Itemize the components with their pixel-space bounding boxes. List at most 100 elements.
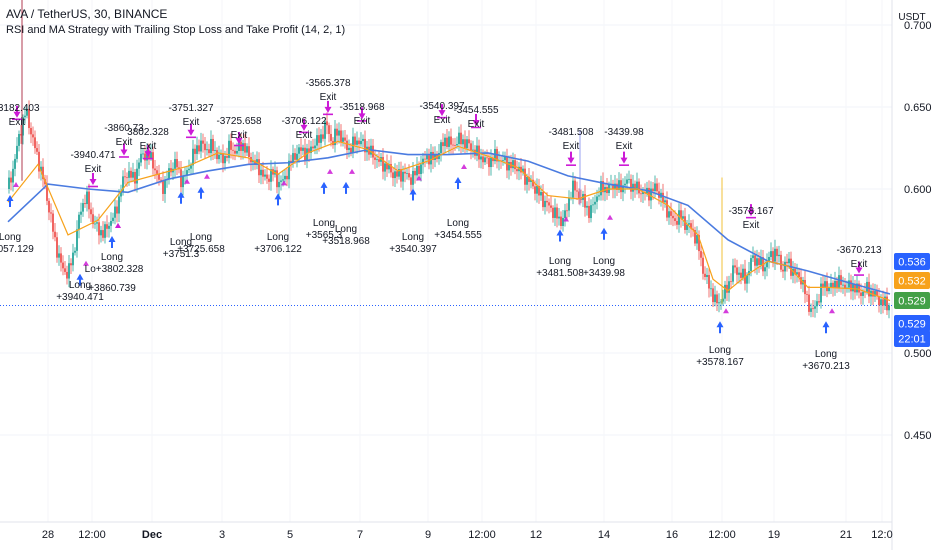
- candle-body: [404, 171, 406, 174]
- candle-body: [822, 283, 824, 288]
- candle-body: [200, 140, 202, 152]
- candle-body: [888, 305, 890, 311]
- candle-body: [800, 277, 802, 285]
- candle-body: [720, 301, 722, 303]
- exit-arrow-icon[interactable]: [144, 145, 152, 158]
- exit-arrow-icon[interactable]: [89, 173, 97, 185]
- candle-body: [358, 140, 360, 145]
- exit-signal-value: -3860.73: [104, 123, 144, 134]
- long-arrow-icon[interactable]: [76, 273, 84, 286]
- candle-body: [348, 147, 350, 150]
- candle-body: [208, 149, 210, 154]
- candle-body: [830, 282, 832, 288]
- candle-body: [244, 143, 246, 153]
- candle-body: [766, 261, 768, 268]
- time-axis[interactable]: 28 12:00 Dec 3 5 7 9 12:00 12 14 16 12:00 19 21 12:0: [42, 529, 893, 541]
- long-arrow-icon[interactable]: [716, 321, 724, 334]
- candle-body: [58, 253, 60, 258]
- long-arrow-icon[interactable]: [556, 229, 564, 242]
- candle-body: [602, 181, 604, 193]
- entry-marker: [723, 308, 729, 314]
- long-arrow-icon[interactable]: [600, 227, 608, 240]
- candle-body: [314, 145, 316, 149]
- exit-arrow-icon[interactable]: [324, 100, 332, 113]
- candle-body: [884, 296, 886, 306]
- exit-arrow-icon[interactable]: [855, 261, 863, 274]
- long-signal-label: Long: [101, 252, 123, 263]
- exit-signal-label: Exit: [563, 141, 580, 152]
- strategy-title[interactable]: RSI and MA Strategy with Trailing Stop L…: [6, 24, 346, 36]
- exit-arrow-icon[interactable]: [235, 132, 243, 144]
- candle-body: [662, 192, 664, 203]
- candle-body: [688, 223, 690, 225]
- candlestick-series[interactable]: [8, 0, 890, 319]
- exit-arrow-icon[interactable]: [472, 113, 480, 126]
- symbol-title[interactable]: AVA / TetherUS, 30, BINANCE: [6, 7, 168, 21]
- candle-body: [554, 207, 556, 218]
- candle-body: [462, 139, 464, 145]
- candle-body: [858, 283, 860, 293]
- candle-body: [576, 190, 578, 192]
- ma-fast-line: [7, 140, 891, 302]
- candle-body: [100, 230, 102, 236]
- candle-body: [714, 294, 716, 303]
- candle-body: [384, 163, 386, 172]
- exit-arrow-icon[interactable]: [358, 107, 366, 120]
- long-arrow-icon[interactable]: [177, 191, 185, 204]
- exit-arrow-icon[interactable]: [187, 123, 195, 136]
- candle-body: [108, 225, 110, 229]
- long-arrow-icon[interactable]: [197, 186, 205, 199]
- candle-body: [670, 211, 672, 216]
- long-arrow-icon[interactable]: [454, 176, 462, 189]
- exit-arrow-icon[interactable]: [13, 105, 21, 118]
- candle-body: [122, 176, 124, 193]
- candle-body: [328, 125, 330, 134]
- candle-body: [650, 188, 652, 201]
- exit-arrow-icon[interactable]: [438, 104, 446, 117]
- candle-body: [304, 147, 306, 161]
- candle-body: [336, 128, 338, 136]
- exit-signal-value: -3540.397: [419, 101, 464, 112]
- long-signal-label: Long: [815, 349, 837, 360]
- exit-signal-label: Exit: [296, 130, 313, 141]
- long-arrow-icon[interactable]: [822, 321, 830, 334]
- long-arrow-icon[interactable]: [274, 193, 282, 206]
- long-arrow-icon[interactable]: [6, 195, 14, 207]
- price-label-text: 0.529: [898, 296, 926, 308]
- exit-arrow-icon[interactable]: [747, 204, 755, 217]
- time-tick-3: 3: [219, 529, 225, 541]
- candle-body: [318, 135, 320, 143]
- time-tick-1: 12:00: [78, 529, 106, 541]
- candle-body: [134, 171, 136, 184]
- candle-body: [238, 141, 240, 151]
- candle-body: [252, 160, 254, 163]
- candle-body: [504, 156, 506, 161]
- candle-body: [140, 153, 142, 163]
- candle-body: [104, 224, 106, 238]
- candle-body: [852, 284, 854, 292]
- long-arrow-icon[interactable]: [320, 181, 328, 194]
- candle-body: [132, 171, 134, 178]
- candle-body: [596, 196, 598, 202]
- long-arrow-icon[interactable]: [342, 181, 350, 194]
- entry-marker: [327, 168, 333, 174]
- exit-arrow-icon[interactable]: [620, 151, 628, 164]
- candle-body: [194, 148, 196, 154]
- candle-body: [834, 280, 836, 288]
- exit-arrow-icon[interactable]: [567, 151, 575, 164]
- long-arrow-icon[interactable]: [409, 188, 417, 201]
- candle-body: [512, 160, 514, 169]
- exit-arrow-icon[interactable]: [300, 118, 308, 131]
- price-label-text: 0.532: [898, 276, 926, 288]
- candle-body: [222, 153, 224, 164]
- candle-body: [536, 186, 538, 194]
- candle-body: [626, 179, 628, 184]
- exit-arrow-icon[interactable]: [120, 143, 128, 156]
- candle-body: [144, 153, 146, 161]
- candle-body: [356, 140, 358, 145]
- candle-body: [708, 274, 710, 289]
- candle-body: [878, 296, 880, 306]
- long-arrow-icon[interactable]: [108, 236, 116, 248]
